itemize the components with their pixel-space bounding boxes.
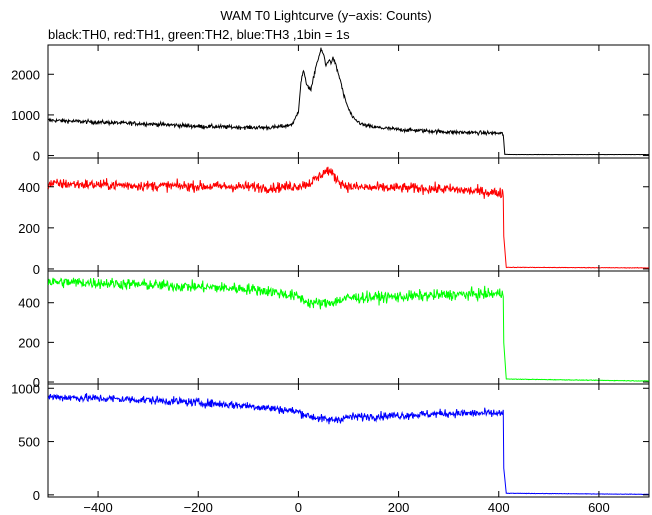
y-tick-label-TH3-2: 1000 (11, 381, 40, 396)
x-tick-label-0: −400 (83, 500, 112, 515)
panel-frame-TH3 (47, 383, 650, 498)
x-tick-label-4: 400 (488, 500, 510, 515)
series-line-TH1 (47, 166, 650, 269)
y-tick-label-TH1-1: 200 (18, 221, 40, 236)
series-line-TH3 (47, 393, 650, 496)
panel-frame-TH2 (47, 270, 650, 385)
x-tick-label-2: 0 (295, 500, 302, 515)
y-tick-label-TH1-0: 0 (33, 262, 40, 277)
y-tick-label-TH0-1: 1000 (11, 108, 40, 123)
x-tick-label-1: −200 (184, 500, 213, 515)
y-tick-label-TH3-1: 500 (18, 435, 40, 450)
panel-frame-TH0 (47, 44, 650, 159)
y-tick-label-TH1-2: 400 (18, 180, 40, 195)
series-line-TH2 (47, 277, 650, 382)
y-tick-label-TH0-0: 0 (33, 149, 40, 164)
chart-subtitle: black:TH0, red:TH1, green:TH2, blue:TH3 … (48, 27, 350, 42)
panel-frame-TH1 (47, 157, 650, 272)
chart-title: WAM T0 Lightcurve (y−axis: Counts) (220, 8, 432, 23)
series-line-TH0 (47, 47, 650, 156)
x-tick-label-5: 600 (588, 500, 610, 515)
y-tick-label-TH3-0: 0 (33, 488, 40, 503)
y-tick-label-TH2-1: 200 (18, 335, 40, 350)
x-tick-label-3: 200 (388, 500, 410, 515)
y-tick-label-TH2-2: 400 (18, 296, 40, 311)
y-tick-label-TH2-0: 0 (33, 375, 40, 390)
y-tick-label-TH0-2: 2000 (11, 67, 40, 82)
